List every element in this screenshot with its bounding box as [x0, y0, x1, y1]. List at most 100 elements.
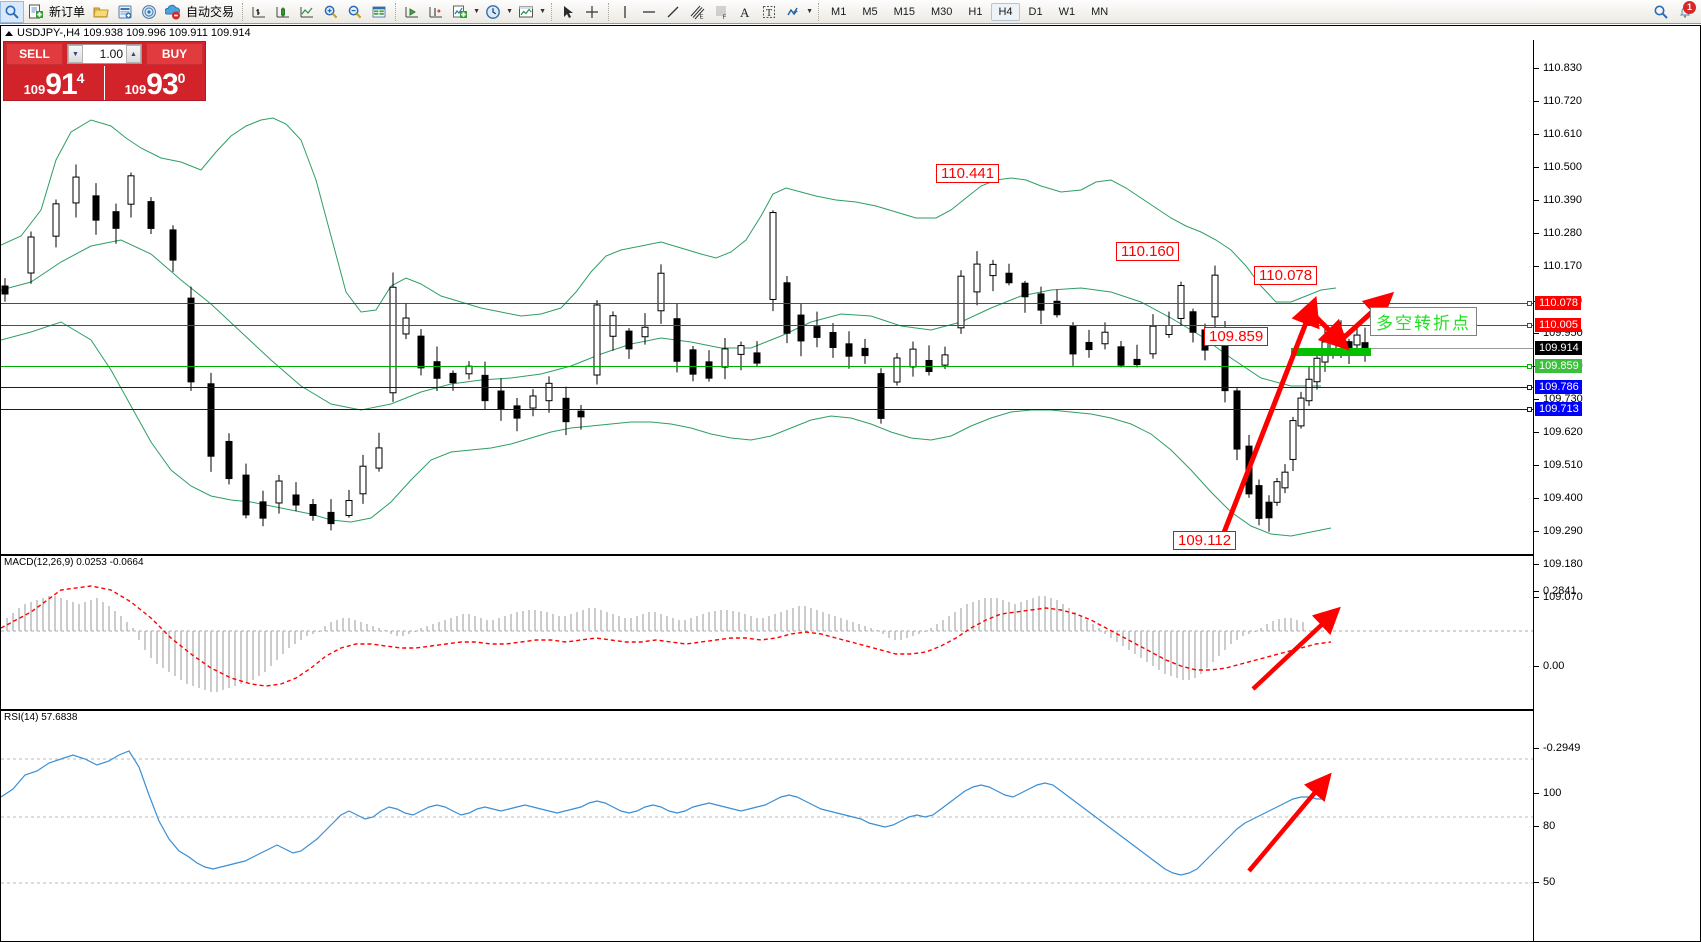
chevron-down-icon[interactable]: ▼: [806, 8, 813, 15]
rsi-canvas: [1, 750, 1533, 884]
price-tick-109620: 109.620: [1534, 426, 1583, 438]
candle: [1281, 464, 1289, 494]
new-order-label[interactable]: 新订单: [49, 5, 86, 19]
search-icon[interactable]: [1649, 1, 1673, 23]
volume-stepper[interactable]: ▼ 1.00 ▲: [67, 44, 142, 64]
annotation-110078[interactable]: 110.078: [1254, 266, 1318, 285]
annotation-110160[interactable]: 110.160: [1116, 242, 1180, 261]
annotation-109112[interactable]: 109.112: [1173, 531, 1237, 550]
sell-price-prefix: 109: [23, 82, 46, 97]
fibonacci-icon[interactable]: F: [709, 1, 733, 23]
level-line-109859-anchor[interactable]: [1527, 364, 1532, 369]
pullback-arrow: [1309, 310, 1350, 351]
level-badge-110078[interactable]: 110.078: [1535, 296, 1581, 310]
grid-icon[interactable]: [367, 1, 391, 23]
macd-canvas: [1, 585, 1533, 692]
sell-price-display[interactable]: 109 91 4: [4, 66, 104, 100]
level-badge-109713[interactable]: 109.713: [1535, 402, 1582, 416]
candle: [92, 183, 100, 235]
indicators-icon[interactable]: [448, 1, 472, 23]
volume-decrease-button[interactable]: ▼: [68, 45, 83, 63]
terminal-icon[interactable]: [113, 1, 137, 23]
chartshift-icon[interactable]: [424, 1, 448, 23]
level-line-109786[interactable]: [1, 387, 1533, 388]
new-order-icon[interactable]: [24, 1, 48, 23]
zoom-out-icon[interactable]: [343, 1, 367, 23]
timeframe-m5[interactable]: M5: [862, 5, 878, 18]
annotation-110441[interactable]: 110.441: [936, 164, 1000, 183]
candle: [207, 372, 215, 472]
chevron-down-icon[interactable]: ▼: [473, 8, 480, 15]
clock-icon[interactable]: [481, 1, 505, 23]
candle: [375, 432, 383, 472]
magnifier-icon[interactable]: [0, 0, 24, 23]
vertical-line-icon[interactable]: [613, 1, 637, 23]
timeframe-h1[interactable]: H1: [968, 5, 983, 18]
support-zone-bar[interactable]: [1291, 348, 1371, 356]
shapes-icon[interactable]: [781, 1, 805, 23]
candle: [529, 389, 537, 417]
autotrading-icon[interactable]: [161, 1, 185, 23]
price-axis[interactable]: 110.830 110.720 110.610 110.500 110.390 110.2…: [1533, 40, 1700, 941]
trendline-icon[interactable]: [661, 1, 685, 23]
level-line-110005[interactable]: [1, 325, 1533, 326]
timeframe-m30[interactable]: M30: [931, 5, 953, 18]
candle: [112, 203, 120, 244]
sell-button[interactable]: SELL: [6, 43, 63, 65]
notifications-icon[interactable]: 1: [1673, 0, 1697, 23]
autotrading-label[interactable]: 自动交易: [186, 5, 235, 19]
level-line-110078[interactable]: [1, 303, 1533, 304]
timeframe-d1[interactable]: D1: [1028, 5, 1043, 18]
text-icon[interactable]: A: [733, 1, 757, 23]
level-line-109713-anchor[interactable]: [1527, 407, 1532, 412]
timeframe-m15[interactable]: M15: [893, 5, 915, 18]
level-badge-110005[interactable]: 110.005: [1535, 318, 1581, 332]
crosshair-icon[interactable]: [580, 1, 604, 23]
chart-window: USDJPY-,H4 109.938 109.996 109.911 109.9…: [0, 25, 1701, 942]
chevron-down-icon[interactable]: ▼: [506, 8, 513, 15]
timeframe-m1[interactable]: M1: [831, 5, 847, 18]
bar-chart-icon[interactable]: [247, 1, 271, 23]
current-price-badge[interactable]: 109.914: [1535, 341, 1582, 355]
candlestick-chart-icon[interactable]: [271, 1, 295, 23]
price-tick-110280: 110.280: [1534, 227, 1582, 239]
rsi-label: RSI(14) 57.6838: [4, 712, 78, 723]
level-line-109713[interactable]: [1, 409, 1533, 410]
candle: [1021, 280, 1029, 313]
buy-button[interactable]: BUY: [146, 43, 203, 65]
timeframe-h4[interactable]: H4: [991, 2, 1020, 21]
timeframe-mn[interactable]: MN: [1091, 5, 1109, 18]
level-line-109859[interactable]: [1, 366, 1533, 367]
equidistant-channel-icon[interactable]: E: [685, 1, 709, 23]
level-line-109786-anchor[interactable]: [1527, 385, 1532, 390]
zoom-in-icon[interactable]: [319, 1, 343, 23]
autoscroll-icon[interactable]: [400, 1, 424, 23]
level-line-110078-anchor[interactable]: [1527, 301, 1532, 306]
folder-icon[interactable]: [89, 1, 113, 23]
chevron-down-icon[interactable]: ▼: [539, 8, 546, 15]
candle: [345, 489, 353, 518]
annotation-109859[interactable]: 109.859: [1204, 327, 1269, 346]
text-label-icon[interactable]: T: [757, 1, 781, 23]
svg-text:A: A: [740, 5, 750, 20]
cursor-icon[interactable]: [556, 1, 580, 23]
rsi-tick-80: 80: [1534, 820, 1555, 832]
candle: [783, 276, 791, 344]
buy-price-display[interactable]: 109 93 0: [104, 66, 205, 100]
timeframe-w1[interactable]: W1: [1058, 5, 1076, 18]
annotation-turning-point[interactable]: 多空转折点: [1370, 307, 1477, 336]
candle: [1255, 479, 1263, 526]
candle: [845, 331, 853, 369]
candle: [242, 463, 250, 519]
radar-icon[interactable]: [137, 1, 161, 23]
level-badge-109786[interactable]: 109.786: [1535, 380, 1582, 394]
horizontal-line-icon[interactable]: [637, 1, 661, 23]
price-tick-110720: 110.720: [1534, 95, 1582, 107]
volume-input[interactable]: 1.00: [99, 47, 123, 61]
line-chart-icon[interactable]: [295, 1, 319, 23]
volume-increase-button[interactable]: ▲: [126, 45, 141, 63]
templates-icon[interactable]: [514, 1, 538, 23]
level-badge-109859[interactable]: 109.859: [1535, 359, 1582, 373]
collapse-icon[interactable]: [5, 30, 13, 36]
level-line-110005-anchor[interactable]: [1527, 323, 1532, 328]
